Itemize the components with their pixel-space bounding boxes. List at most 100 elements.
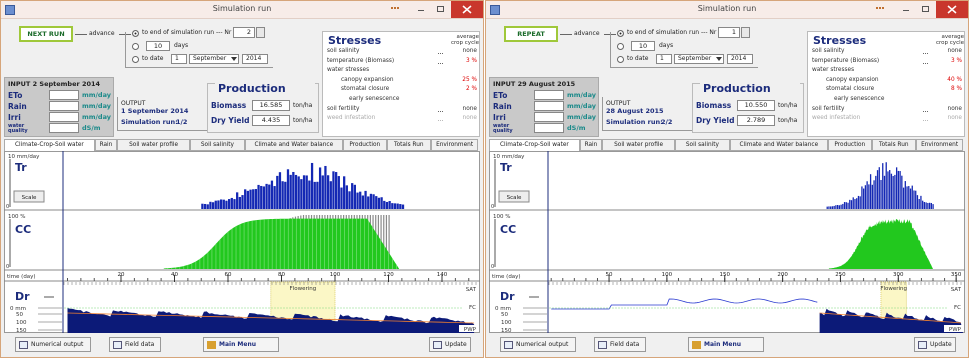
spin-button[interactable] (741, 27, 750, 38)
button-icon (598, 341, 607, 349)
production-label: Dry Yield (696, 116, 735, 125)
maximize-button[interactable] (916, 1, 936, 18)
spin-button[interactable] (256, 27, 265, 38)
tr-bar (857, 195, 860, 209)
run-button[interactable]: REPEAT (504, 26, 558, 42)
close-button[interactable] (936, 1, 968, 18)
tab[interactable]: Production (342, 139, 387, 151)
input-field[interactable] (534, 90, 564, 100)
tab[interactable]: Climate-Crop-Soil water (4, 139, 95, 151)
stress-value: none (443, 115, 477, 125)
tr-bar (920, 195, 922, 209)
run-button[interactable]: NEXT RUN (19, 26, 73, 42)
tr-bar (927, 202, 929, 209)
window-title: Simulation run (212, 4, 272, 13)
tab[interactable]: Climate and Water balance (729, 139, 828, 151)
input-field[interactable] (49, 101, 79, 111)
tr-bar (897, 170, 900, 209)
dr-stress-line (819, 312, 961, 324)
radio-button[interactable] (132, 30, 139, 37)
input-field[interactable] (534, 112, 564, 122)
input-title: INPUT 2 September 2014 (8, 80, 101, 88)
x-tick-label: 100 (662, 272, 673, 278)
tr-bar (856, 198, 858, 209)
day-select[interactable]: 1 (656, 54, 672, 64)
scale-button[interactable] (13, 190, 45, 203)
tr-bar (361, 195, 365, 209)
tab[interactable]: Climate-Crop-Soil water (489, 139, 580, 151)
bottom-button[interactable]: Field data (594, 337, 646, 352)
minimize-button[interactable] (896, 1, 916, 18)
year-input[interactable]: 2014 (242, 54, 268, 64)
tr-bar (889, 170, 891, 209)
tr-label: Tr (15, 161, 27, 174)
input-field[interactable] (49, 123, 79, 133)
close-icon (462, 5, 472, 14)
radio-button[interactable] (617, 43, 624, 50)
input-field[interactable] (534, 123, 564, 133)
cc-unit: 100 % (493, 214, 510, 220)
fc-label-bg (947, 303, 963, 311)
minimize-button[interactable] (411, 1, 431, 18)
input-field[interactable] (534, 101, 564, 111)
stress-label: soil fertility (327, 105, 437, 115)
stress-value: 3 % (928, 57, 962, 67)
tr-bar (391, 203, 394, 209)
stress-value: none (443, 105, 477, 115)
tr-bar (871, 184, 873, 209)
button-icon (918, 341, 927, 349)
dr-label: Dr (500, 290, 515, 303)
tr-bar (859, 196, 861, 209)
tr-bar (908, 186, 910, 209)
nr-input[interactable]: 2 (233, 27, 255, 38)
year-input[interactable]: 2014 (727, 54, 753, 64)
maximize-button[interactable] (431, 1, 451, 18)
days-input[interactable]: 10 (631, 41, 655, 51)
month-select[interactable]: September (674, 54, 724, 64)
bottom-button[interactable]: Numerical output (15, 337, 91, 352)
tab[interactable]: Totals Run (386, 139, 431, 151)
window: Simulation run NEXT RUN advance to end of s… (0, 0, 484, 358)
bottom-button[interactable]: Main Menu (203, 337, 279, 352)
tab[interactable]: Soil water profile (602, 139, 675, 151)
input-field[interactable] (49, 112, 79, 122)
tab[interactable]: Production (827, 139, 872, 151)
tab[interactable]: Totals Run (871, 139, 916, 151)
close-button[interactable] (451, 1, 483, 18)
bottom-button[interactable]: Update (429, 337, 471, 352)
radio-button[interactable] (132, 56, 139, 63)
tr-label: Tr (500, 161, 512, 174)
tab[interactable]: Climate and Water balance (244, 139, 343, 151)
day-select[interactable]: 1 (171, 54, 187, 64)
stress-label: stomatal closure (826, 86, 936, 96)
radio-button[interactable] (132, 43, 139, 50)
tab[interactable]: Rain (94, 139, 118, 151)
button-icon (504, 341, 513, 349)
tab[interactable]: Environment (915, 139, 964, 151)
bottom-button[interactable]: Numerical output (500, 337, 576, 352)
scale-button[interactable] (498, 190, 530, 203)
days-input[interactable]: 10 (146, 41, 170, 51)
stress-value: 3 % (443, 57, 477, 67)
nr-input[interactable]: 1 (718, 27, 740, 38)
tab[interactable]: Soil water profile (117, 139, 190, 151)
radio-button[interactable] (617, 56, 624, 63)
tr-bar (925, 202, 927, 209)
tr-bar (396, 203, 399, 209)
tab[interactable]: Environment (430, 139, 479, 151)
bottom-button[interactable]: Field data (109, 337, 161, 352)
tab[interactable]: Rain (579, 139, 603, 151)
bottom-button[interactable]: Main Menu (688, 337, 764, 352)
button-icon (692, 341, 701, 349)
tab[interactable]: Soil salinity (190, 139, 245, 151)
tab[interactable]: Soil salinity (675, 139, 730, 151)
bottom-button[interactable]: Update (914, 337, 956, 352)
month-select[interactable]: September (189, 54, 239, 64)
output-date: 1 September 2014 (121, 107, 189, 115)
input-field[interactable] (49, 90, 79, 100)
radio-button[interactable] (617, 30, 624, 37)
button-icon (433, 341, 442, 349)
tr-bar (842, 203, 844, 209)
tr-bar (335, 172, 338, 209)
